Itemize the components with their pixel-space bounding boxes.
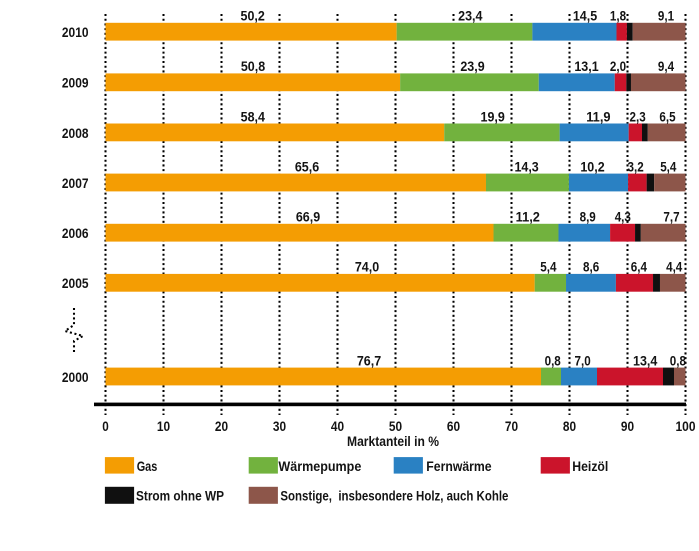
svg-text:100: 100 bbox=[676, 419, 696, 435]
svg-text:0,8: 0,8 bbox=[545, 353, 561, 369]
svg-text:Sonstige, insbesondere Holz,: Sonstige, insbesondere Holz, auch Kohle bbox=[280, 488, 508, 504]
svg-text:7,7: 7,7 bbox=[663, 210, 679, 226]
svg-text:9,4: 9,4 bbox=[658, 59, 674, 75]
svg-text:19,9: 19,9 bbox=[481, 109, 505, 125]
svg-text:14,5: 14,5 bbox=[573, 9, 597, 25]
svg-text:11,9: 11,9 bbox=[586, 109, 610, 125]
svg-text:50: 50 bbox=[389, 419, 402, 435]
svg-text:40: 40 bbox=[331, 419, 344, 435]
svg-text:66,9: 66,9 bbox=[296, 210, 320, 226]
svg-text:76,7: 76,7 bbox=[357, 353, 381, 369]
svg-text:2006: 2006 bbox=[62, 226, 89, 242]
svg-text:10: 10 bbox=[157, 419, 170, 435]
svg-text:9,1: 9,1 bbox=[658, 9, 674, 25]
svg-text:2000: 2000 bbox=[62, 370, 89, 386]
svg-text:2007: 2007 bbox=[62, 176, 89, 192]
svg-text:Marktanteil in %: Marktanteil in % bbox=[347, 434, 439, 450]
svg-text:23,4: 23,4 bbox=[458, 9, 482, 25]
svg-text:7,0: 7,0 bbox=[575, 353, 591, 369]
svg-text:74,0: 74,0 bbox=[355, 260, 379, 276]
svg-text:23,9: 23,9 bbox=[460, 59, 484, 75]
svg-text:8,6: 8,6 bbox=[583, 260, 599, 276]
svg-text:2005: 2005 bbox=[62, 276, 89, 292]
svg-text:70: 70 bbox=[505, 419, 518, 435]
svg-text:Wärmepumpe: Wärmepumpe bbox=[278, 459, 361, 475]
svg-text:Heizöl: Heizöl bbox=[572, 459, 608, 475]
svg-text:1,8: 1,8 bbox=[610, 9, 626, 25]
svg-text:13,1: 13,1 bbox=[574, 59, 598, 75]
svg-text:4,3: 4,3 bbox=[615, 210, 631, 226]
svg-text:6,5: 6,5 bbox=[659, 109, 675, 125]
svg-text:50,8: 50,8 bbox=[241, 59, 265, 75]
svg-text:58,4: 58,4 bbox=[241, 109, 265, 125]
svg-text:6,4: 6,4 bbox=[631, 260, 647, 276]
svg-text:2,0: 2,0 bbox=[610, 59, 626, 75]
svg-text:4,4: 4,4 bbox=[666, 260, 682, 276]
svg-text:Gas: Gas bbox=[137, 459, 158, 475]
svg-text:13,4: 13,4 bbox=[633, 353, 657, 369]
svg-text:5,4: 5,4 bbox=[660, 159, 676, 175]
svg-text:80: 80 bbox=[563, 419, 576, 435]
svg-text:10,2: 10,2 bbox=[580, 159, 604, 175]
svg-text:3,2: 3,2 bbox=[628, 159, 644, 175]
svg-text:2009: 2009 bbox=[62, 76, 89, 92]
svg-text:11,2: 11,2 bbox=[516, 210, 540, 226]
svg-text:90: 90 bbox=[621, 419, 634, 435]
svg-text:0,8: 0,8 bbox=[670, 353, 686, 369]
svg-text:20: 20 bbox=[215, 419, 228, 435]
svg-text:0: 0 bbox=[102, 419, 109, 435]
svg-text:2010: 2010 bbox=[62, 25, 89, 41]
svg-text:65,6: 65,6 bbox=[295, 159, 319, 175]
svg-text:2,3: 2,3 bbox=[630, 109, 646, 125]
svg-text:5,4: 5,4 bbox=[540, 260, 556, 276]
svg-text:14,3: 14,3 bbox=[514, 159, 538, 175]
svg-text:8,9: 8,9 bbox=[580, 210, 596, 226]
svg-text:60: 60 bbox=[447, 419, 460, 435]
svg-text:Strom ohne WP: Strom ohne WP bbox=[136, 488, 224, 504]
svg-text:2008: 2008 bbox=[62, 126, 89, 142]
svg-text:Fernwärme: Fernwärme bbox=[426, 459, 491, 475]
svg-text:30: 30 bbox=[273, 419, 286, 435]
svg-text:50,2: 50,2 bbox=[241, 9, 265, 25]
